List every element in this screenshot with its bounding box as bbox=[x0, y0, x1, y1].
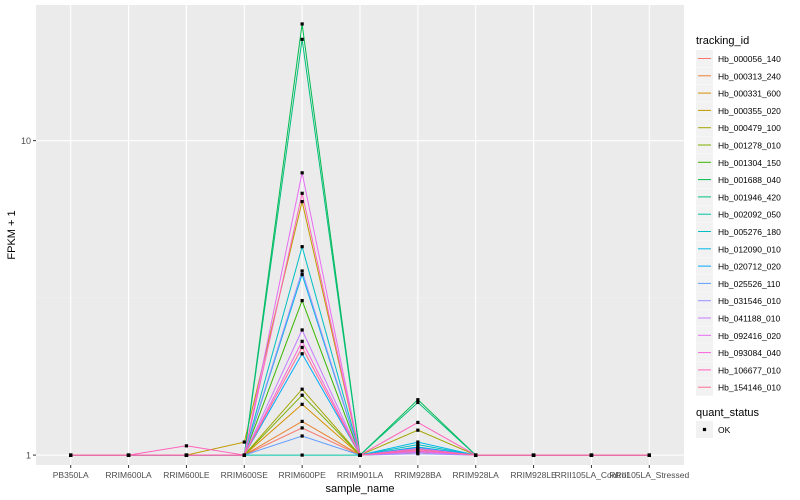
legend-label-10: Hb_005276_180 bbox=[718, 227, 781, 237]
legend-label-13: Hb_025526_110 bbox=[718, 279, 781, 289]
shape-legend-label-0: OK bbox=[718, 425, 731, 435]
point-Hb_001688_040-4 bbox=[300, 22, 304, 26]
legend-label-12: Hb_020712_020 bbox=[718, 262, 781, 272]
y-tick-label-0: 1 bbox=[26, 451, 31, 461]
y-tick-label-1: 10 bbox=[21, 136, 31, 146]
x-tick-label-3: RRIM600SE bbox=[221, 470, 269, 480]
legend-label-2: Hb_000331_600 bbox=[718, 89, 781, 99]
point-Hb_154146_010-1 bbox=[126, 453, 131, 457]
point-Hb_012090_010-6 bbox=[416, 440, 420, 444]
point-Hb_001278_010-4 bbox=[300, 393, 304, 397]
point-Hb_093084_040-4 bbox=[300, 339, 304, 343]
point-Hb_005276_180-4 bbox=[300, 245, 304, 249]
point-Hb_154146_010-5 bbox=[358, 453, 362, 457]
legend-label-18: Hb_106677_010 bbox=[718, 365, 781, 375]
y-axis: 1 10 bbox=[21, 136, 36, 461]
shape-legend-items: OK bbox=[696, 421, 731, 438]
point-Hb_092416_020-4 bbox=[300, 171, 304, 175]
point-Hb_154146_010-10 bbox=[647, 453, 651, 457]
x-axis: PB350LA RRIM600LA RRIM600LE RRIM600SE RRIM60… bbox=[53, 465, 689, 480]
point-Hb_001946_420-4 bbox=[300, 37, 304, 41]
point-Hb_000479_100-6 bbox=[416, 428, 420, 432]
x-axis-title: sample_name bbox=[325, 483, 394, 495]
legend-label-8: Hb_001946_420 bbox=[718, 192, 781, 202]
point-Hb_154146_010-9 bbox=[589, 453, 594, 457]
point-Hb_031546_010-4 bbox=[300, 269, 304, 273]
x-tick-label-6: RRIM928BA bbox=[394, 470, 442, 480]
y-axis-title: FPKM + 1 bbox=[6, 210, 18, 259]
point-Hb_001304_150-4 bbox=[300, 298, 304, 303]
x-tick-label-9: RRII105LA_Control bbox=[555, 470, 629, 480]
point-Hb_012090_010-4 bbox=[300, 272, 304, 277]
x-tick-label-4: RRIM600PE bbox=[279, 470, 327, 480]
x-tick-label-1: RRIM600LA bbox=[105, 470, 152, 480]
legend-label-6: Hb_001304_150 bbox=[718, 158, 781, 168]
point-Hb_154146_010-6 bbox=[416, 448, 420, 452]
point-Hb_000479_100-4 bbox=[300, 387, 304, 391]
legend-label-1: Hb_000313_240 bbox=[718, 71, 781, 81]
x-tick-label-7: RRIM928LA bbox=[453, 470, 500, 480]
legend-label-3: Hb_000355_020 bbox=[718, 106, 781, 116]
shape-legend-title: quant_status bbox=[696, 407, 759, 419]
x-tick-label-2: RRIM600LE bbox=[163, 470, 210, 480]
x-tick-label-10: RRII105LA_Stressed bbox=[609, 470, 689, 480]
point-Hb_001946_420-6 bbox=[416, 400, 420, 405]
point-Hb_106677_010-2 bbox=[184, 444, 189, 448]
point-Hb_154146_010-7 bbox=[474, 453, 478, 457]
x-tick-label-8: RRIM928LE bbox=[510, 470, 557, 480]
point-Hb_005276_180-6 bbox=[416, 442, 420, 447]
point-Hb_154146_010-0 bbox=[69, 453, 73, 457]
legend-label-0: Hb_000056_140 bbox=[718, 54, 781, 64]
series-points bbox=[69, 22, 651, 457]
point-Hb_106677_010-6 bbox=[416, 420, 420, 425]
point-Hb_000313_240-4 bbox=[300, 419, 304, 423]
point-Hb_041188_010-4 bbox=[300, 328, 304, 332]
legend-label-5: Hb_001278_010 bbox=[718, 141, 781, 151]
legend-label-11: Hb_012090_010 bbox=[718, 244, 781, 254]
point-Hb_000331_600-4 bbox=[300, 402, 304, 406]
legend-label-7: Hb_001688_040 bbox=[718, 175, 781, 185]
x-tick-label-0: PB350LA bbox=[53, 470, 89, 480]
legend-label-4: Hb_000479_100 bbox=[718, 123, 781, 133]
point-Hb_154146_010-8 bbox=[531, 453, 536, 457]
point-Hb_025526_110-4 bbox=[300, 434, 304, 438]
legend-items: Hb_000056_140 Hb_000313_240 Hb_000331_600 H… bbox=[696, 50, 781, 396]
point-Hb_106677_010-4 bbox=[300, 191, 304, 195]
legend: tracking_id Hb_000056_140Hb_000313_240Hb… bbox=[696, 35, 781, 438]
point-Hb_020712_020-4 bbox=[300, 352, 304, 356]
point-Hb_154146_010-3 bbox=[242, 453, 246, 457]
point-Hb_002092_050-4 bbox=[300, 453, 304, 457]
point-Hb_001688_040-6 bbox=[416, 398, 420, 402]
point-Hb_154146_010-2 bbox=[184, 453, 189, 457]
legend-label-15: Hb_041188_010 bbox=[718, 314, 781, 324]
point-Hb_154146_010-4 bbox=[300, 345, 304, 350]
legend-label-9: Hb_002092_050 bbox=[718, 210, 781, 220]
point-Hb_000056_140-4 bbox=[300, 426, 304, 430]
point-Hb_000355_020-4 bbox=[300, 199, 304, 204]
legend-label-19: Hb_154146_010 bbox=[718, 383, 781, 393]
point-Hb_000355_020-3 bbox=[242, 440, 246, 444]
legend-label-14: Hb_031546_010 bbox=[718, 296, 781, 306]
legend-label-16: Hb_092416_020 bbox=[718, 331, 781, 341]
legend-title: tracking_id bbox=[696, 35, 749, 47]
x-tick-label-5: RRIM901LA bbox=[337, 470, 384, 480]
shape-legend-key-0 bbox=[702, 427, 707, 432]
legend-label-17: Hb_093084_040 bbox=[718, 348, 781, 358]
